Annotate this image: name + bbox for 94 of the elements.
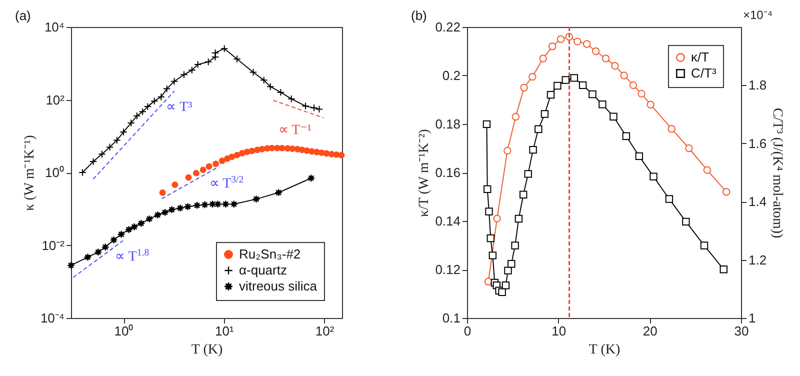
y-axis-title: κ/T (W m⁻¹K⁻²) bbox=[417, 128, 432, 217]
x-tick-label: 10⁰ bbox=[114, 324, 134, 338]
point bbox=[493, 214, 501, 222]
point bbox=[520, 190, 528, 198]
y-tick-label: 0.22 bbox=[435, 20, 460, 34]
point bbox=[554, 82, 562, 90]
x-tick-label: 30 bbox=[734, 324, 749, 338]
point bbox=[578, 81, 587, 90]
y2-tick-label: 1.2 bbox=[748, 252, 767, 268]
point bbox=[611, 62, 619, 70]
point bbox=[508, 260, 516, 268]
point bbox=[498, 288, 506, 296]
y2-tick-label: 1.4 bbox=[748, 194, 767, 210]
point bbox=[646, 100, 654, 108]
point bbox=[524, 170, 532, 178]
x-tick-label: 20 bbox=[642, 324, 658, 338]
legend-label: Ru₂Sn₃-#2 bbox=[239, 246, 301, 262]
legend-label: vitreous silica bbox=[239, 278, 318, 294]
point bbox=[685, 144, 693, 152]
x-tick-label: 0 bbox=[464, 324, 472, 338]
chart-title: (a) bbox=[15, 8, 31, 23]
x-axis-title: T (K) bbox=[588, 342, 620, 358]
y-tick-label: 0.18 bbox=[435, 116, 460, 132]
y2-tick-label: 1.6 bbox=[748, 136, 767, 151]
point bbox=[540, 110, 549, 118]
point bbox=[592, 47, 600, 56]
x-tick-label: 10² bbox=[315, 324, 335, 338]
y-tick-label: 10⁻⁴ bbox=[40, 310, 64, 326]
point bbox=[650, 172, 658, 180]
y-axis-title: κ (W m⁻¹K⁻¹) bbox=[22, 134, 38, 211]
point bbox=[482, 120, 491, 128]
x-axis-title: T (K) bbox=[191, 342, 223, 358]
point bbox=[620, 72, 628, 80]
y-tick-label: 0.12 bbox=[435, 262, 460, 277]
point bbox=[529, 146, 537, 154]
legend-label: C/T³ bbox=[691, 66, 717, 80]
series-label: ∝ T³ bbox=[166, 100, 192, 116]
point bbox=[556, 35, 565, 43]
point bbox=[512, 112, 520, 121]
y2-tick-label: 1 bbox=[748, 310, 756, 326]
point bbox=[700, 242, 708, 250]
point bbox=[486, 234, 495, 242]
series-label: ∝ T$^{1.8}$ bbox=[115, 247, 150, 265]
point bbox=[720, 266, 728, 274]
point bbox=[504, 266, 512, 274]
point bbox=[534, 125, 542, 133]
point bbox=[638, 90, 646, 98]
point bbox=[588, 90, 596, 98]
point bbox=[539, 54, 547, 62]
point bbox=[570, 74, 578, 82]
point bbox=[635, 152, 644, 160]
point bbox=[722, 188, 730, 196]
y-tick-label: 10⁰ bbox=[45, 165, 64, 180]
y-tick-label: 10⁻² bbox=[42, 238, 66, 253]
series-label: ∝ T⁻¹ bbox=[278, 122, 312, 138]
point bbox=[574, 38, 582, 46]
y-tick-label: 0.1 bbox=[442, 310, 460, 326]
y-tick-label: 0.2 bbox=[442, 68, 460, 83]
point bbox=[485, 208, 493, 216]
y-tick-label: 0.16 bbox=[435, 165, 460, 180]
point bbox=[629, 81, 638, 90]
point bbox=[610, 112, 618, 120]
text: ×10⁻⁴ bbox=[743, 8, 773, 22]
point bbox=[528, 72, 536, 81]
point bbox=[682, 218, 690, 226]
point bbox=[668, 125, 676, 133]
x-tick-label: 10¹ bbox=[215, 324, 234, 338]
point bbox=[622, 132, 630, 140]
point bbox=[598, 100, 606, 108]
point bbox=[703, 166, 712, 174]
point bbox=[665, 195, 674, 203]
point bbox=[488, 252, 497, 260]
y2-tick-label: 1.8 bbox=[748, 78, 767, 93]
point bbox=[602, 54, 610, 62]
point bbox=[511, 242, 519, 250]
x-tick-label: 10 bbox=[552, 324, 566, 338]
point bbox=[502, 282, 510, 290]
y-tick-label: 0.14 bbox=[435, 214, 460, 228]
point bbox=[484, 278, 492, 286]
point bbox=[504, 146, 512, 155]
point bbox=[546, 90, 555, 99]
point bbox=[582, 40, 591, 48]
point bbox=[562, 76, 570, 84]
series-label: ∝ T$^{3/2}$ bbox=[209, 174, 244, 192]
legend-label: κ/T bbox=[691, 50, 710, 64]
point bbox=[520, 84, 528, 92]
y-tick-label: 10⁴ bbox=[44, 20, 64, 34]
y-tick-label: 10² bbox=[46, 92, 66, 108]
y2-axis-title: C/T³ (J/(K⁴ mol-atom)) bbox=[770, 108, 785, 239]
point bbox=[484, 185, 492, 193]
point bbox=[548, 42, 556, 50]
legend-label: α-quartz bbox=[239, 262, 287, 278]
chart-title: (b) bbox=[411, 8, 427, 23]
point bbox=[514, 214, 523, 223]
